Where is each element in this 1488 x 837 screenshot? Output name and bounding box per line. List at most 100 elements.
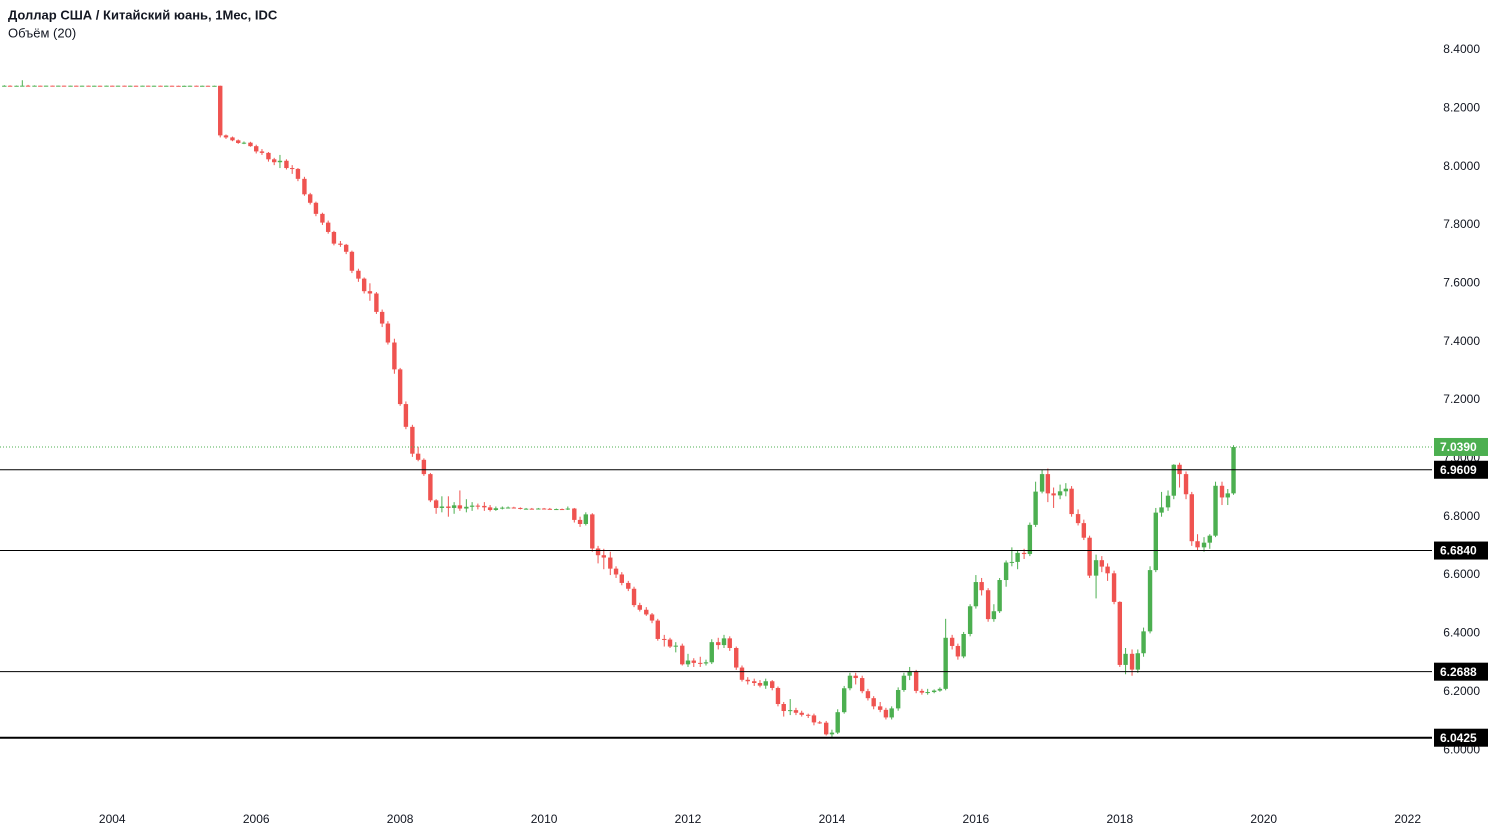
candle-body (1111, 573, 1117, 602)
candle-body (680, 645, 685, 665)
candle-body (92, 85, 97, 87)
candle-body (925, 692, 930, 694)
candle-body (200, 85, 205, 87)
candle-body (307, 194, 313, 203)
candle-body (374, 293, 379, 312)
candle-body (907, 671, 912, 676)
candle-body (703, 662, 709, 664)
candle-body (1219, 485, 1225, 498)
candle-body (397, 369, 403, 405)
candle-body (1183, 474, 1189, 495)
candle-body (97, 85, 103, 87)
candle-body (56, 85, 61, 87)
candle-body (259, 151, 265, 153)
candle-body (985, 590, 991, 620)
candle-body (734, 647, 739, 668)
candle-body (457, 505, 463, 509)
candle-body (146, 85, 151, 87)
candle-body (1021, 552, 1027, 555)
candle-body (115, 85, 121, 87)
candle-body (74, 85, 79, 87)
candle-body (565, 508, 571, 510)
x-tick-label: 2022 (1394, 812, 1421, 826)
y-tick-label: 8.4000 (1443, 42, 1480, 56)
candle-body (313, 202, 319, 214)
candle-body (1033, 491, 1038, 525)
candle-body (451, 505, 457, 508)
candle-body (709, 642, 714, 663)
price-label-box (1434, 541, 1488, 560)
candle-body (367, 291, 373, 294)
candle-body (1159, 507, 1164, 513)
candle-body (577, 519, 583, 524)
y-tick-label: 8.0000 (1443, 159, 1480, 173)
candle-body (637, 605, 642, 610)
candle-body (1087, 537, 1092, 576)
candle-body (421, 459, 427, 475)
candle-body (38, 85, 43, 87)
candle-body (823, 722, 829, 735)
candle-body (541, 508, 547, 510)
x-tick-label: 2012 (675, 812, 702, 826)
candle-body (428, 474, 433, 501)
candle-body (343, 244, 349, 252)
price-label: 6.6840 (1440, 544, 1477, 558)
candle-body (889, 708, 894, 718)
y-tick-label: 6.2000 (1443, 684, 1480, 698)
candle-body (727, 638, 732, 648)
candle-body (595, 548, 601, 556)
candle-body (649, 614, 655, 621)
candle-body (895, 690, 901, 709)
candle-body (254, 146, 259, 152)
price-label-box (1434, 728, 1488, 747)
candle-body (182, 85, 187, 87)
candle-body (277, 160, 283, 163)
price-label-box (1434, 460, 1488, 479)
candle-body (212, 85, 217, 87)
candle-body (169, 85, 175, 87)
candle-body (590, 514, 595, 549)
candle-body (973, 582, 979, 607)
candle-body (133, 85, 139, 87)
candle-body (475, 505, 481, 507)
candle-body (554, 509, 559, 511)
candle-body (961, 633, 966, 657)
candle-body (248, 142, 253, 147)
candle-body (205, 85, 211, 87)
candle-body (955, 645, 961, 657)
candle-body (1147, 570, 1153, 632)
candle-body (775, 687, 781, 705)
y-tick-label: 8.2000 (1443, 100, 1480, 114)
candle-body (752, 681, 757, 684)
candle-body (271, 159, 277, 163)
candle-body (841, 688, 847, 713)
x-tick-label: 2004 (99, 812, 126, 826)
candle-body (847, 675, 853, 689)
x-tick-label: 2006 (243, 812, 270, 826)
candle-body (745, 679, 750, 682)
candle-body (1081, 523, 1087, 538)
candle-body (1135, 653, 1141, 670)
candle-body (608, 557, 613, 569)
x-tick-label: 2008 (387, 812, 414, 826)
candle-body (464, 506, 469, 509)
y-tick-label: 7.2000 (1443, 392, 1480, 406)
candle-body (1099, 560, 1105, 567)
candle-body (487, 507, 493, 510)
candle-body (14, 85, 19, 87)
candle-body (883, 709, 889, 718)
candle-body (1057, 491, 1063, 496)
candle-body (877, 706, 883, 710)
candle-body (716, 642, 721, 646)
candle-body (356, 270, 361, 279)
candle-body (583, 514, 589, 524)
candle-body (433, 500, 439, 508)
candle-body (164, 85, 169, 87)
price-label-box (1434, 437, 1488, 456)
candle-body (1171, 464, 1176, 496)
candle-body (1105, 566, 1110, 574)
candle-body (140, 85, 145, 87)
candle-body (1093, 560, 1099, 576)
